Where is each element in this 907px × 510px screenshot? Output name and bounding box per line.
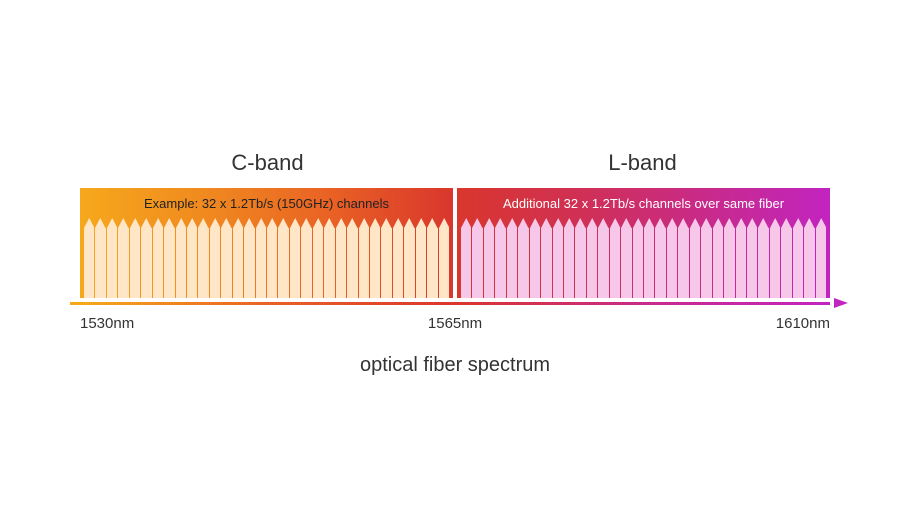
spectrum-channel (553, 218, 563, 298)
spectrum-channel (667, 218, 677, 298)
spectrum-channel (393, 218, 403, 298)
spectrum-channel (770, 218, 780, 298)
spectrum-channel (633, 218, 643, 298)
spectrum-channel (678, 218, 688, 298)
spectrum-channel (290, 218, 300, 298)
spectrum-channel (816, 218, 826, 298)
spectrum-channel (530, 218, 540, 298)
spectrum-channel (736, 218, 746, 298)
spectrum-channel (541, 218, 551, 298)
spectrum-channel (724, 218, 734, 298)
spectrum-channel (416, 218, 426, 298)
spectrum-axis-line (80, 302, 830, 305)
spectrum-channel (793, 218, 803, 298)
spectrum-channel (564, 218, 574, 298)
spectrum-channel (221, 218, 231, 298)
spectrum-channel (610, 218, 620, 298)
spectrum-channel (484, 218, 494, 298)
spectrum-channel (278, 218, 288, 298)
spectrum-channel (210, 218, 220, 298)
bands-row: Example: 32 x 1.2Tb/s (150GHz) channels … (80, 188, 830, 298)
spectrum-channel (461, 218, 471, 298)
tick-label-mid: 1565nm (428, 315, 482, 332)
spectrum-channel (153, 218, 163, 298)
axis-tick-labels: 1530nm 1565nm 1610nm (80, 315, 830, 332)
spectrum-channel (587, 218, 597, 298)
l-band-channels (457, 218, 830, 298)
spectrum-channel (233, 218, 243, 298)
spectrum-channel (518, 218, 528, 298)
spectrum-channel (472, 218, 482, 298)
spectrum-channel (404, 218, 414, 298)
spectrum-channel (439, 218, 449, 298)
c-band-title: C-band (80, 150, 455, 176)
spectrum-channel (84, 218, 94, 298)
spectrum-channel (359, 218, 369, 298)
c-band-description: Example: 32 x 1.2Tb/s (150GHz) channels (80, 188, 453, 218)
tick-label-end: 1610nm (776, 315, 830, 332)
spectrum-channel (107, 218, 117, 298)
spectrum-channel (336, 218, 346, 298)
spectrum-channel (427, 218, 437, 298)
spectrum-channel (621, 218, 631, 298)
spectrum-channel (198, 218, 208, 298)
spectrum-channel (713, 218, 723, 298)
l-band-title: L-band (455, 150, 830, 176)
band-titles-row: C-band L-band (80, 150, 830, 176)
spectrum-channel (313, 218, 323, 298)
spectrum-channel (130, 218, 140, 298)
spectrum-channel (781, 218, 791, 298)
spectrum-channel (701, 218, 711, 298)
spectrum-channel (644, 218, 654, 298)
spectrum-channel (164, 218, 174, 298)
spectrum-channel (575, 218, 585, 298)
c-band-block: Example: 32 x 1.2Tb/s (150GHz) channels (80, 188, 453, 298)
spectrum-channel (381, 218, 391, 298)
spectrum-channel (176, 218, 186, 298)
spectrum-channel (598, 218, 608, 298)
spectrum-channel (370, 218, 380, 298)
spectrum-diagram: C-band L-band Example: 32 x 1.2Tb/s (150… (80, 150, 830, 377)
spectrum-channel (347, 218, 357, 298)
spectrum-channel (95, 218, 105, 298)
spectrum-channel (141, 218, 151, 298)
spectrum-channel (758, 218, 768, 298)
axis-title: optical fiber spectrum (80, 354, 830, 377)
spectrum-channel (118, 218, 128, 298)
l-band-block: Additional 32 x 1.2Tb/s channels over sa… (457, 188, 830, 298)
l-band-description: Additional 32 x 1.2Tb/s channels over sa… (457, 188, 830, 218)
spectrum-channel (187, 218, 197, 298)
spectrum-channel (690, 218, 700, 298)
spectrum-channel (301, 218, 311, 298)
spectrum-channel (256, 218, 266, 298)
spectrum-channel (495, 218, 505, 298)
spectrum-channel (747, 218, 757, 298)
spectrum-channel (267, 218, 277, 298)
spectrum-channel (507, 218, 517, 298)
spectrum-channel (655, 218, 665, 298)
spectrum-channel (244, 218, 254, 298)
spectrum-channel (324, 218, 334, 298)
c-band-channels (80, 218, 453, 298)
tick-label-start: 1530nm (80, 315, 134, 332)
spectrum-channel (804, 218, 814, 298)
